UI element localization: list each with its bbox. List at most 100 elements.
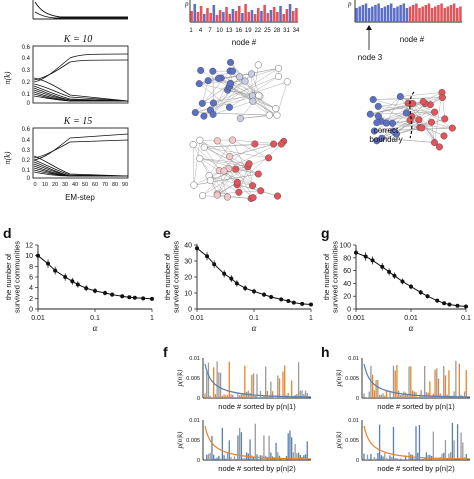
bar <box>456 8 459 22</box>
node <box>416 116 423 123</box>
y-tick-label: 30 <box>184 259 192 266</box>
data-point <box>150 297 154 301</box>
pi-ylabel-2: π(k) <box>3 71 12 84</box>
node <box>431 139 438 146</box>
em-xtick-label: 40 <box>72 182 78 188</box>
y-tick-label: 80 <box>343 255 351 262</box>
panel-letter-e: e <box>163 225 171 241</box>
em-xtick-label: 50 <box>82 182 88 188</box>
x-axis-label: node # sorted by p(n|2) <box>377 464 455 473</box>
y-axis-label: p(n|k) <box>335 431 343 449</box>
bar <box>425 5 428 22</box>
data-point <box>243 286 247 290</box>
bar <box>238 6 241 22</box>
y-tick-label: 8 <box>29 264 33 271</box>
x-tick-label: 0.01 <box>31 315 45 322</box>
node-xtick-label: 34 <box>293 28 300 34</box>
bar <box>453 4 456 23</box>
data-point <box>205 254 209 258</box>
bar <box>415 4 418 23</box>
data-point <box>364 255 368 259</box>
bar <box>358 7 361 23</box>
em-xtick-label: 60 <box>92 182 98 188</box>
bar <box>295 8 298 22</box>
y-tick-label: 12 <box>25 243 33 250</box>
y-tick-label: 0.005 <box>186 376 200 382</box>
x-axis-label: node # sorted by p(n|1) <box>218 402 296 411</box>
node <box>255 62 262 69</box>
data-point <box>141 296 145 300</box>
right-node-xlabel: node # <box>400 35 425 44</box>
data-point <box>286 299 290 303</box>
y-tick-label: 100 <box>339 243 351 250</box>
node <box>266 112 273 119</box>
svg-text:p: p <box>184 0 189 8</box>
bar <box>213 5 216 22</box>
data-point <box>133 296 137 300</box>
x-axis-label: α <box>252 323 257 333</box>
node <box>192 109 199 116</box>
bar <box>368 8 371 22</box>
node <box>250 98 257 105</box>
network-graph-red <box>190 137 287 202</box>
bar <box>247 12 250 22</box>
bar <box>428 4 431 23</box>
y-tick-label: 0.01 <box>189 418 200 424</box>
x-axis-label: α <box>409 323 414 333</box>
data-point <box>212 262 216 266</box>
svg-text:0.1: 0.1 <box>22 168 31 174</box>
node <box>248 71 255 78</box>
node <box>370 96 377 103</box>
x-axis-label: α <box>93 323 98 333</box>
node-xtick-label: 28 <box>274 28 281 34</box>
node <box>236 74 243 81</box>
y-axis-label: p(n|k) <box>335 369 343 387</box>
node <box>439 94 446 101</box>
panel-letter-g: g <box>321 225 330 241</box>
bar <box>244 4 247 22</box>
y-tick-label: 20 <box>343 294 351 301</box>
x-tick-label: 0.1 <box>249 315 259 322</box>
bar <box>289 4 292 22</box>
data-point <box>262 293 266 297</box>
data-point <box>110 293 114 297</box>
node-xtick-label: 7 <box>208 28 212 34</box>
data-point <box>36 254 40 258</box>
node-xtick-label: 13 <box>226 28 233 34</box>
node <box>403 110 410 117</box>
node <box>201 113 208 120</box>
bar <box>276 12 279 22</box>
node-xtick-label: 16 <box>235 28 242 34</box>
bar <box>399 5 402 22</box>
node <box>201 144 208 151</box>
bar <box>450 5 453 22</box>
data-point <box>127 295 131 299</box>
em-xtick-label: 10 <box>42 182 48 188</box>
node <box>196 155 203 162</box>
panel-letter-f: f <box>163 344 168 360</box>
svg-text:0.1: 0.1 <box>22 92 31 98</box>
bar <box>206 8 209 22</box>
panel-letter-d: d <box>3 225 12 241</box>
svg-text:0.3: 0.3 <box>22 68 31 74</box>
x-axis-label: node # sorted by p(n|2) <box>218 464 296 473</box>
x-tick-label: 1 <box>150 315 154 322</box>
bar <box>447 7 450 23</box>
node <box>234 179 241 186</box>
y-axis-label: the number ofsurvived communities <box>163 241 181 313</box>
em-xtick-label: 70 <box>102 182 108 188</box>
node <box>229 68 236 75</box>
bar <box>409 7 412 23</box>
y-tick-label: 10 <box>25 253 33 260</box>
data-point <box>222 272 226 276</box>
node <box>374 119 381 126</box>
data-point <box>84 286 88 290</box>
node <box>407 117 414 124</box>
data-point <box>235 281 239 285</box>
node <box>236 189 243 196</box>
node <box>190 141 197 148</box>
bar <box>292 11 295 22</box>
bar <box>286 9 289 22</box>
